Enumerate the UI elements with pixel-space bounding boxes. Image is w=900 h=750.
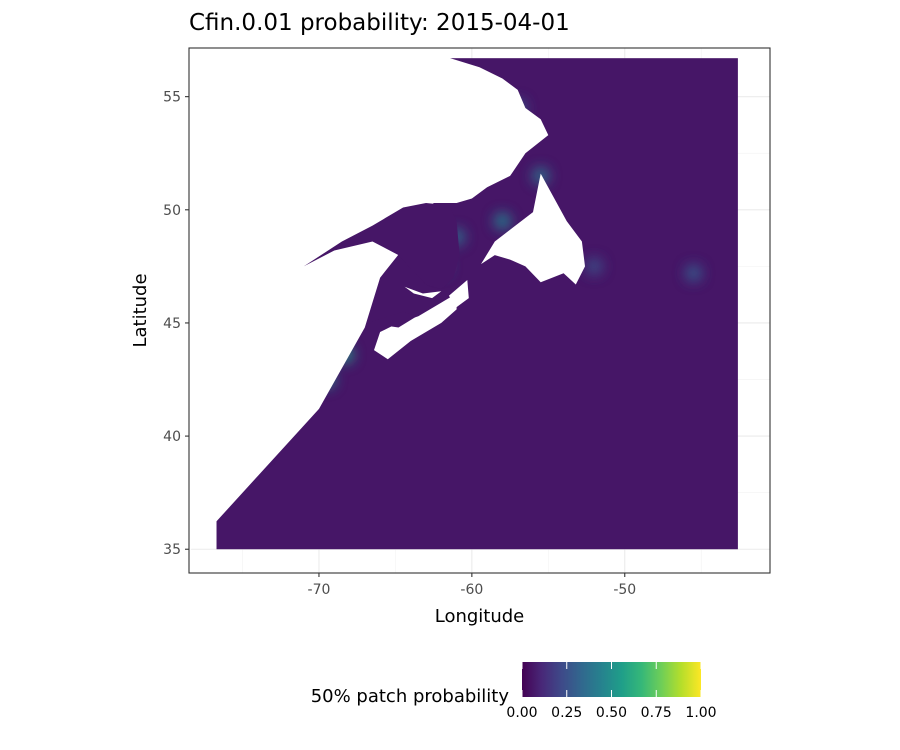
legend-tick-label: 0.00 (506, 705, 537, 721)
y-axis: 35 40 45 50 55 (163, 90, 189, 558)
chart-title: Cfin.0.01 probability: 2015-04-01 (189, 10, 570, 36)
x-axis: -70 -60 -50 (308, 573, 636, 598)
map-layer (189, 48, 738, 552)
ocean-region (367, 311, 417, 328)
legend-tick-label: 0.75 (641, 705, 672, 721)
legend-title: 50% patch probability (311, 686, 510, 707)
land-region (189, 48, 549, 552)
x-tick-label: -60 (460, 582, 483, 598)
y-tick-label: 35 (163, 542, 181, 558)
y-tick-label: 45 (163, 316, 181, 332)
legend: 50% patch probability 0.00 0.25 0.50 0.75 1.… (311, 662, 717, 721)
land-region (404, 286, 442, 299)
y-tick-label: 55 (163, 90, 181, 106)
x-axis-title: Longitude (435, 606, 525, 627)
y-tick-label: 40 (163, 429, 181, 445)
hotspot-cell (585, 257, 604, 276)
ocean-mask-layer (303, 203, 460, 328)
y-tick-label: 50 (163, 203, 181, 219)
x-tick-label: -70 (308, 582, 331, 598)
land-region (448, 280, 469, 308)
land-region (481, 173, 585, 285)
hotspot-cell (684, 264, 703, 283)
land-layer (189, 48, 585, 552)
x-tick-label: -50 (613, 582, 636, 598)
hotspot-cell (493, 212, 512, 231)
plot-panel-border (188, 47, 771, 574)
legend-tick-label: 0.50 (596, 705, 627, 721)
ocean-region (303, 203, 460, 289)
legend-tick-label: 0.25 (551, 705, 582, 721)
legend-ticks: 0.00 0.25 0.50 0.75 1.00 (506, 662, 717, 721)
legend-tick-label: 1.00 (685, 705, 716, 721)
land-region (374, 293, 457, 360)
y-axis-title: Latitude (130, 273, 151, 347)
